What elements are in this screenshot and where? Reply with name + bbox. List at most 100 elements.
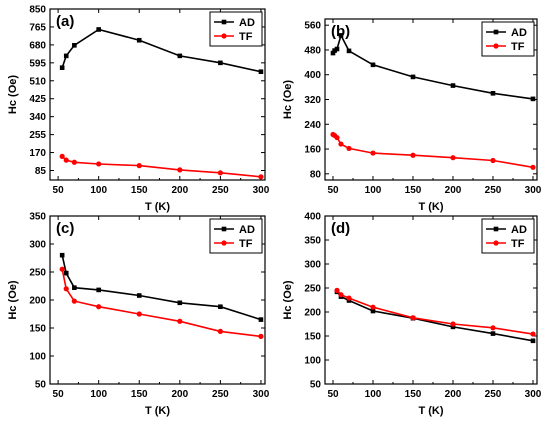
data-point-ad bbox=[218, 304, 223, 310]
legend-label-tf: TF bbox=[239, 238, 253, 250]
x-tick-label: 250 bbox=[212, 389, 229, 400]
x-tick-label: 200 bbox=[171, 185, 188, 196]
y-tick-label: 350 bbox=[304, 236, 321, 247]
data-point-tf bbox=[258, 333, 264, 339]
y-tick-label: 320 bbox=[304, 95, 321, 106]
data-point-tf bbox=[450, 321, 456, 327]
legend-label-ad: AD bbox=[239, 17, 255, 29]
legend-box bbox=[481, 218, 535, 254]
data-point-ad bbox=[450, 324, 456, 330]
y-tick-label: 680 bbox=[29, 40, 46, 51]
y-axis-label: Hc (Oe) bbox=[282, 80, 294, 119]
y-axis-label: Hc (Oe) bbox=[7, 75, 19, 114]
x-tick-label: 300 bbox=[253, 389, 270, 400]
series-line-tf bbox=[61, 269, 261, 338]
legend-marker-tf bbox=[493, 43, 499, 49]
data-point-tf bbox=[177, 167, 183, 173]
x-tick-label: 250 bbox=[485, 389, 502, 400]
y-tick-label: 200 bbox=[29, 296, 46, 307]
y-tick-label: 765 bbox=[29, 22, 46, 33]
data-point-ad bbox=[490, 91, 496, 96]
legend-label-tf: TF bbox=[239, 31, 253, 43]
data-point-ad bbox=[410, 74, 416, 80]
y-tick-label: 255 bbox=[29, 130, 46, 141]
series-line-tf bbox=[336, 289, 534, 335]
data-point-ad bbox=[136, 293, 142, 298]
legend-marker-tf bbox=[493, 240, 499, 246]
data-point-ad bbox=[338, 33, 344, 38]
panel-label: (a) bbox=[56, 13, 74, 30]
data-point-tf bbox=[346, 295, 352, 301]
data-point-tf bbox=[334, 134, 340, 141]
data-point-tf bbox=[96, 304, 102, 310]
x-tick-label: 200 bbox=[171, 389, 188, 400]
y-tick-label: 100 bbox=[29, 352, 46, 363]
chart-panel-3: 50 100 150 200 250 300 50 100 150 200 250 300 350 T (… bbox=[7, 212, 270, 418]
x-tick-label: 100 bbox=[90, 389, 107, 400]
data-point-ad bbox=[59, 252, 65, 258]
y-tick-label: 480 bbox=[304, 45, 321, 56]
x-tick-label: 50 bbox=[53, 389, 65, 400]
data-point-ad bbox=[450, 83, 456, 88]
series-line-ad bbox=[61, 255, 262, 321]
x-axis-label: T (K) bbox=[418, 405, 443, 417]
legend-marker-ad bbox=[221, 19, 227, 25]
data-point-tf bbox=[71, 159, 77, 165]
legend-marker-tf bbox=[221, 240, 227, 246]
data-point-ad bbox=[490, 331, 496, 336]
x-tick-label: 50 bbox=[53, 185, 65, 196]
y-tick-label: 350 bbox=[29, 212, 46, 223]
data-point-tf bbox=[136, 311, 142, 317]
y-tick-label: 340 bbox=[29, 112, 46, 123]
legend: AD TF bbox=[209, 11, 263, 47]
data-point-ad bbox=[59, 65, 65, 70]
data-point-ad bbox=[96, 287, 101, 293]
data-point-tf bbox=[370, 150, 376, 156]
y-tick-label: 150 bbox=[29, 324, 46, 335]
y-tick-label: 150 bbox=[304, 332, 321, 343]
data-point-tf bbox=[338, 292, 344, 298]
chart-panel-2: 50 100 150 200 250 300 80 160 240 320 400 480 560 T (… bbox=[282, 18, 542, 213]
legend-marker-tf bbox=[221, 33, 227, 39]
y-tick-label: 560 bbox=[304, 21, 321, 32]
y-tick-label: 510 bbox=[29, 76, 46, 87]
legend-label-tf: TF bbox=[511, 41, 525, 53]
y-tick-label: 50 bbox=[35, 380, 47, 391]
x-tick-label: 150 bbox=[131, 389, 148, 400]
y-tick-label: 170 bbox=[29, 148, 46, 159]
data-point-tf bbox=[410, 152, 416, 158]
data-point-tf bbox=[217, 328, 223, 334]
x-tick-label: 300 bbox=[525, 185, 542, 196]
data-point-ad bbox=[370, 308, 376, 314]
data-point-tf bbox=[63, 157, 69, 163]
y-tick-label: 200 bbox=[304, 308, 321, 319]
data-point-tf bbox=[530, 331, 536, 337]
data-point-tf bbox=[136, 163, 142, 169]
x-axis-label: T (K) bbox=[145, 201, 170, 213]
data-point-tf bbox=[530, 164, 536, 170]
data-point-ad bbox=[346, 48, 352, 54]
y-tick-label: 400 bbox=[304, 212, 321, 223]
data-point-tf bbox=[334, 287, 340, 293]
data-point-tf bbox=[59, 266, 65, 272]
y-tick-label: 50 bbox=[310, 380, 322, 391]
legend-label-ad: AD bbox=[511, 224, 527, 236]
x-tick-label: 300 bbox=[253, 185, 270, 196]
x-tick-label: 50 bbox=[327, 185, 339, 196]
panel-label: (b) bbox=[331, 23, 350, 40]
y-tick-label: 850 bbox=[29, 5, 46, 16]
data-point-tf bbox=[450, 155, 456, 161]
data-point-tf bbox=[217, 170, 223, 176]
y-axis-label: Hc (Oe) bbox=[7, 280, 19, 319]
legend-marker-ad bbox=[221, 226, 227, 232]
x-tick-label: 100 bbox=[365, 185, 382, 196]
data-point-tf bbox=[490, 157, 496, 164]
y-axis-label: Hc (Oe) bbox=[282, 280, 294, 319]
data-point-ad bbox=[72, 285, 77, 290]
series-line-ad bbox=[336, 291, 534, 342]
chart-panel-4: 50 100 150 200 250 300 50 100 150 200 250 300 350 400… bbox=[282, 212, 542, 418]
data-point-tf bbox=[346, 145, 352, 152]
data-point-ad bbox=[334, 46, 340, 52]
y-tick-label: 85 bbox=[35, 166, 47, 177]
